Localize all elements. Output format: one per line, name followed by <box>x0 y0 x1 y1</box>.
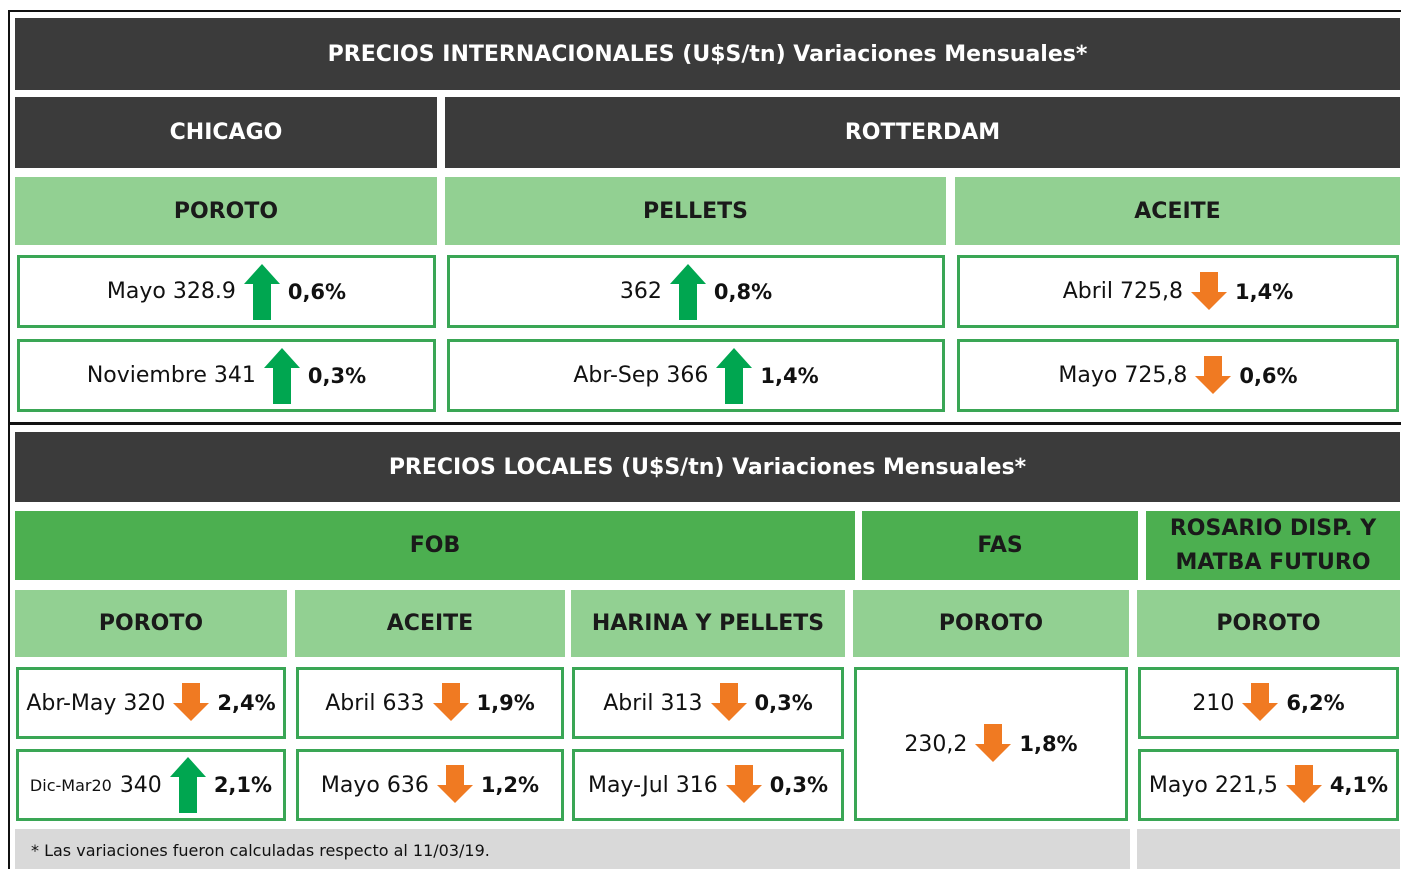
price: Mayo 725,8 <box>1058 363 1188 388</box>
change: 0,6% <box>1239 363 1298 388</box>
market-header: FOB <box>15 511 855 580</box>
price-cell: 362 0,8% <box>447 255 945 328</box>
product-header: ACEITE <box>295 590 565 657</box>
price-cell: Abr-Sep 366 1,4% <box>447 339 945 412</box>
section-title: PRECIOS INTERNACIONALES (U$S/tn) Variaci… <box>15 18 1400 90</box>
change: 0,6% <box>287 279 347 304</box>
change: 2,4% <box>217 691 276 715</box>
product-header: PELLETS <box>445 177 946 245</box>
price-cell: Abril 313 0,3% <box>572 667 844 739</box>
price-cell: Mayo 328.9 0,6% <box>17 255 436 328</box>
product-header: ACEITE <box>955 177 1400 245</box>
product-header: POROTO <box>15 590 287 657</box>
price-cell: May-Jul 316 0,3% <box>572 749 844 821</box>
market-header: ROTTERDAM <box>445 97 1400 168</box>
price-cell: 230,2 1,8% <box>854 667 1128 821</box>
price-cell: Abril 633 1,9% <box>296 667 564 739</box>
product-header: HARINA Y PELLETS <box>571 590 845 657</box>
change: 0,3% <box>307 363 367 388</box>
price-cell: Noviembre 341 0,3% <box>17 339 436 412</box>
price: Abr-Sep 366 <box>573 363 709 388</box>
change: 0,3% <box>769 773 829 797</box>
footnote-bg <box>1137 829 1400 869</box>
price: 210 <box>1192 690 1235 716</box>
price-cell: Mayo 221,5 4,1% <box>1138 749 1399 821</box>
arrow-down <box>975 724 1012 762</box>
footnote: * Las variaciones fueron calculadas resp… <box>15 829 1130 869</box>
change: 6,2% <box>1286 691 1345 715</box>
price-cell: Abril 725,8 1,4% <box>957 255 1399 328</box>
change: 0,8% <box>713 279 773 304</box>
frame-line <box>8 422 1401 425</box>
price-cell: Abr-May 320 2,4% <box>16 667 286 739</box>
change: 1,4% <box>1235 279 1294 304</box>
section-title: PRECIOS LOCALES (U$S/tn) Variaciones Men… <box>15 432 1400 502</box>
change: 4,1% <box>1329 773 1389 797</box>
arrow-down <box>1191 271 1227 310</box>
arrow-up <box>716 347 753 404</box>
change: 0,3% <box>754 691 813 715</box>
frame-line <box>8 10 10 869</box>
arrow-down <box>710 683 747 721</box>
price: May-Jul 316 <box>587 772 718 798</box>
change: 2,1% <box>213 773 273 797</box>
arrow-down <box>432 683 469 721</box>
price: 230,2 <box>904 731 968 757</box>
market-header: FAS <box>862 511 1138 580</box>
price: Abril 725,8 <box>1062 279 1183 304</box>
price: Mayo 636 <box>320 772 429 798</box>
change: 1,2% <box>480 773 540 797</box>
arrow-down <box>725 765 762 803</box>
price-cell: Dic-Mar20 340 2,1% <box>16 749 286 821</box>
arrow-down <box>1242 683 1279 721</box>
product-header: POROTO <box>853 590 1129 657</box>
arrow-down <box>436 765 473 803</box>
market-header: CHICAGO <box>15 97 437 168</box>
price: 362 <box>619 279 662 304</box>
price: Abril 633 <box>325 690 425 716</box>
price: Mayo 221,5 <box>1148 772 1278 798</box>
price: Abril 313 <box>603 690 703 716</box>
change: 1,9% <box>476 691 535 715</box>
arrow-up <box>243 263 280 320</box>
price: Noviembre 341 <box>86 363 256 388</box>
price: 340 <box>119 772 162 798</box>
price: Abr-May 320 <box>26 690 166 716</box>
frame-line <box>8 10 1401 12</box>
product-header: POROTO <box>1137 590 1400 657</box>
arrow-up <box>669 263 706 320</box>
price: Mayo 328.9 <box>106 279 236 304</box>
market-header: ROSARIO DISP. Y MATBA FUTURO <box>1146 511 1400 580</box>
arrow-down <box>1195 355 1232 394</box>
change: 1,8% <box>1019 732 1078 756</box>
price-cell: Mayo 725,8 0,6% <box>957 339 1399 412</box>
change: 1,4% <box>760 363 819 388</box>
period: Dic-Mar20 <box>29 775 112 795</box>
price-cell: 210 6,2% <box>1138 667 1399 739</box>
product-header: POROTO <box>15 177 437 245</box>
arrow-down <box>173 683 210 721</box>
arrow-up <box>169 757 206 813</box>
price-cell: Mayo 636 1,2% <box>296 749 564 821</box>
arrow-up <box>263 347 300 404</box>
arrow-down <box>1285 765 1322 803</box>
